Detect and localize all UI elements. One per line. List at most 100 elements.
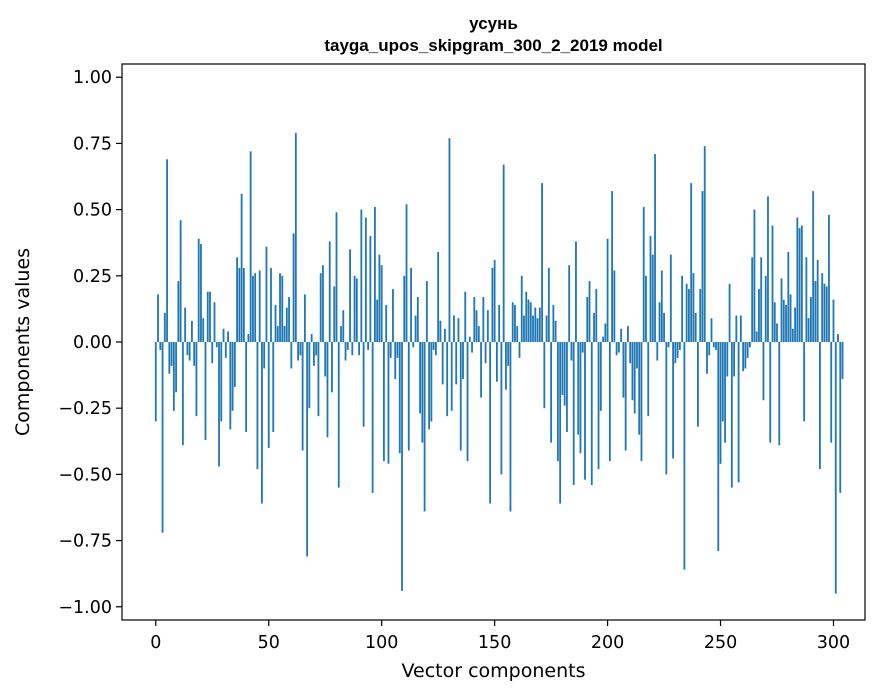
bar [706,342,708,374]
bar [238,267,241,342]
bar [825,286,828,342]
bar [500,342,503,475]
bar [358,342,360,356]
bar [753,209,756,342]
bar [224,342,227,358]
bar [823,283,826,342]
bar [724,342,726,443]
bar [771,225,774,342]
bar [265,246,268,342]
bar [678,342,681,350]
bar [760,257,763,342]
bar [308,342,311,409]
x-tick-label: 0 [150,633,161,653]
bar [633,342,636,414]
bar [168,342,171,374]
y-tick-label: 1.00 [73,68,112,88]
bar [301,342,304,451]
bar [333,286,336,342]
bar [401,342,403,591]
bar [785,304,787,342]
bar [389,342,392,358]
bar [505,342,507,390]
x-tick-label: 200 [591,633,624,653]
bar [688,289,690,342]
bar [337,342,340,488]
bar [597,342,600,470]
bar [369,236,372,342]
bar [202,318,205,342]
bar [455,342,458,385]
bar [466,342,469,462]
bar [839,342,842,493]
bar [412,342,415,348]
bar [462,342,464,380]
bar [642,206,645,342]
bar [272,342,275,433]
bar [197,238,200,342]
bar [324,342,327,377]
bar [595,289,598,342]
bar [177,281,180,342]
bar [351,342,354,356]
bar [331,342,333,393]
bar [566,342,568,433]
bar [547,267,550,342]
bar [708,342,711,356]
bar [166,159,168,342]
bar [380,265,383,342]
bar [690,183,693,342]
bar [200,244,202,342]
bar [360,209,363,342]
bar [267,342,270,448]
bar [699,289,702,342]
bar [233,342,236,388]
bar [798,228,801,342]
bar [453,315,455,342]
bar [213,302,216,342]
bar [290,342,293,369]
bar [342,310,345,342]
bar [710,318,713,342]
bar [525,291,528,342]
bar [419,342,421,414]
bar [514,304,516,342]
bar [749,342,751,348]
bar [658,302,661,342]
bar [692,273,695,342]
bar [340,326,342,342]
x-tick-label: 50 [258,633,280,653]
bar [814,281,817,342]
bar [800,225,803,342]
bar [534,307,537,342]
bar [685,283,688,342]
bar [703,146,706,342]
bar [276,326,279,342]
bar [606,238,609,342]
bar [613,270,616,342]
bar [473,296,476,342]
bar [247,334,250,342]
bar [428,342,431,430]
bar [288,296,290,342]
bar [434,342,437,356]
y-tick-label: −0.25 [58,399,112,419]
bar [629,342,632,364]
bar [154,342,157,422]
bar [193,342,196,366]
bar [640,342,643,462]
y-tick-label: −1.00 [58,598,112,618]
bar [285,307,288,342]
bar [550,342,553,443]
bar [656,342,659,361]
bar [231,342,234,411]
bar [638,342,641,435]
bar [236,257,238,342]
bar [459,342,462,451]
chart-title: усунь [469,14,518,33]
bar [303,294,306,342]
bar [726,342,729,377]
bar [622,342,625,398]
bar [624,342,627,451]
bar [507,342,510,366]
